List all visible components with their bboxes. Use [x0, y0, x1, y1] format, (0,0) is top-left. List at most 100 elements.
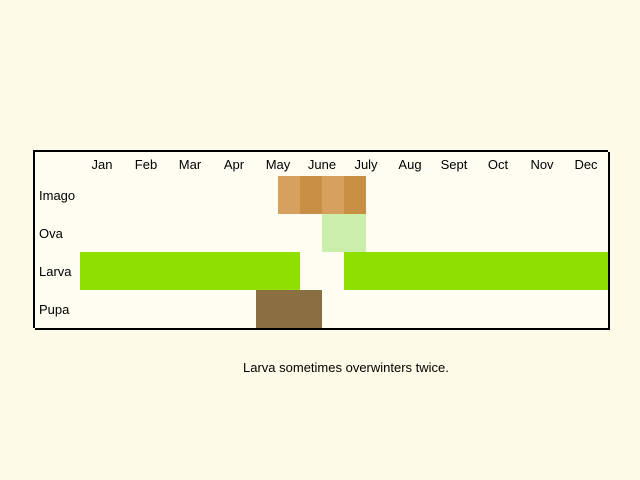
stage-label-pupa: Pupa: [35, 290, 82, 330]
stage-cell: [102, 290, 126, 330]
stage-cell: [366, 176, 390, 216]
stage-cell-filled: [542, 252, 566, 292]
stage-cell-filled: [476, 252, 500, 292]
stage-cell-filled: [322, 176, 346, 216]
stage-cell: [366, 290, 390, 330]
stage-cell-filled: [278, 176, 302, 216]
stage-cell: [520, 214, 544, 254]
month-header-may: May: [256, 152, 302, 178]
stage-cell-filled: [278, 252, 302, 292]
stage-cell-filled: [344, 252, 368, 292]
stage-cell: [454, 176, 478, 216]
stage-cell-filled: [124, 252, 148, 292]
month-header-sept: Sept: [432, 152, 478, 178]
month-header-feb: Feb: [124, 152, 170, 178]
month-header-dec: Dec: [564, 152, 610, 178]
stage-cell: [190, 214, 214, 254]
stage-cell: [278, 214, 302, 254]
stage-cell: [564, 214, 588, 254]
stage-cell-filled: [146, 252, 170, 292]
stage-cell: [410, 290, 434, 330]
footnote: Larva sometimes overwinters twice.: [243, 360, 449, 375]
stage-cell: [80, 214, 104, 254]
stage-cell: [212, 214, 236, 254]
stage-cell: [542, 214, 566, 254]
stage-cell-filled: [498, 252, 522, 292]
stage-cell: [146, 214, 170, 254]
stage-cell: [388, 214, 412, 254]
stage-cell: [322, 252, 346, 292]
stage-cell-filled: [454, 252, 478, 292]
stage-cell-filled: [212, 252, 236, 292]
stage-cell: [586, 290, 610, 330]
stage-cell: [80, 176, 104, 216]
stage-cell: [300, 214, 324, 254]
month-header-apr: Apr: [212, 152, 258, 178]
stage-cell: [80, 290, 104, 330]
stage-cell: [146, 176, 170, 216]
stage-cell: [234, 290, 258, 330]
stage-cell: [190, 176, 214, 216]
stage-cell: [366, 214, 390, 254]
stage-cell: [124, 214, 148, 254]
stage-cell: [410, 214, 434, 254]
stage-cell: [388, 176, 412, 216]
stage-cell: [168, 214, 192, 254]
stage-cell-filled: [586, 252, 610, 292]
stage-cell-filled: [366, 252, 390, 292]
stage-cell-filled: [102, 252, 126, 292]
stage-cell: [102, 214, 126, 254]
stage-cell-filled: [410, 252, 434, 292]
stage-cell: [432, 176, 456, 216]
month-header-mar: Mar: [168, 152, 214, 178]
stage-cell: [564, 176, 588, 216]
stage-cell: [454, 290, 478, 330]
stage-cell: [344, 290, 368, 330]
stage-cell-filled: [256, 252, 280, 292]
stage-cell-filled: [344, 214, 368, 254]
stage-cell-filled: [168, 252, 192, 292]
stage-cell-filled: [388, 252, 412, 292]
stage-cell-filled: [278, 290, 302, 330]
stage-cell-filled: [344, 176, 368, 216]
stage-cell: [256, 214, 280, 254]
stage-cell: [300, 252, 324, 292]
life-cycle-table: Jan Feb Mar Apr May June July Aug Sept Oct Nov Dec I…: [33, 150, 610, 330]
stage-cell-filled: [80, 252, 104, 292]
stage-cell-filled: [300, 176, 324, 216]
stage-cell: [454, 214, 478, 254]
stage-cell: [520, 290, 544, 330]
stage-cell: [520, 176, 544, 216]
stage-cell: [542, 176, 566, 216]
stage-cell: [410, 176, 434, 216]
stage-cell: [432, 214, 456, 254]
stage-cell-filled: [234, 252, 258, 292]
stage-label-larva: Larva: [35, 252, 82, 292]
stage-cell: [542, 290, 566, 330]
stage-cell: [388, 290, 412, 330]
stage-cell: [432, 290, 456, 330]
stage-cell: [168, 176, 192, 216]
stage-cell: [190, 290, 214, 330]
stage-cell-filled: [322, 214, 346, 254]
stage-cell: [168, 290, 192, 330]
stage-cell: [498, 176, 522, 216]
stage-cell: [124, 290, 148, 330]
stage-label-imago: Imago: [35, 176, 82, 216]
stage-cell-filled: [256, 290, 280, 330]
month-header-june: June: [300, 152, 346, 178]
stage-cell: [212, 290, 236, 330]
month-header-july: July: [344, 152, 390, 178]
stage-cell: [498, 290, 522, 330]
stage-cell: [234, 214, 258, 254]
stage-cell-filled: [432, 252, 456, 292]
month-header-aug: Aug: [388, 152, 434, 178]
month-header-jan: Jan: [80, 152, 126, 178]
stage-cell: [146, 290, 170, 330]
stage-cell: [102, 176, 126, 216]
stage-cell: [586, 176, 610, 216]
stage-cell-filled: [520, 252, 544, 292]
stage-cell: [476, 176, 500, 216]
stage-cell-filled: [564, 252, 588, 292]
stage-cell-filled: [190, 252, 214, 292]
